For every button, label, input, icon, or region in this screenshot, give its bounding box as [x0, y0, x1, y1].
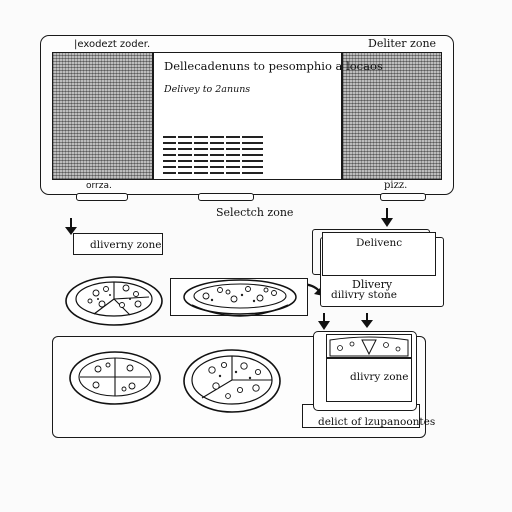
pizza-box-caption: delict of lzupanoontes	[318, 416, 436, 428]
right-speaker-grille	[342, 52, 442, 180]
panel-foot-right	[380, 193, 426, 201]
arrow-down-icon	[361, 313, 373, 328]
left-speaker-grille	[52, 52, 153, 180]
delivery-zone-label: dliverny zone	[90, 239, 162, 251]
panel-bottom-right-label: pizz.	[384, 180, 408, 191]
panel-top-left-label: |exodezt zoder.	[74, 39, 151, 50]
delivery-card-window	[322, 232, 436, 276]
panel-bottom-left-label: orrza.	[86, 181, 112, 191]
pizza-icon[interactable]	[182, 348, 282, 414]
select-zone-label: Selectch zone	[216, 206, 294, 219]
screen-heading: Dellecadenuns to pesomphio a locaos	[164, 59, 383, 73]
arrow-down-icon	[318, 313, 330, 330]
screen-subheading: Delivey to 2anuns	[164, 84, 251, 95]
delivery-card-title: Delivenc	[356, 237, 403, 249]
delivery-card-line1: Dlivery	[352, 278, 393, 291]
pizza-icon[interactable]	[182, 279, 298, 327]
arrow-down-icon	[381, 208, 393, 227]
pizza-slice-icon	[329, 336, 409, 357]
display-screen	[153, 52, 342, 180]
delivery-zone-box[interactable]	[73, 233, 163, 255]
delivery-card-line2: dilivry stone	[331, 289, 397, 301]
pizza-box-label: dlivry zone	[350, 371, 409, 383]
panel-foot-center	[198, 193, 254, 201]
pizza-icon[interactable]	[64, 275, 164, 327]
barcode-icon	[163, 136, 263, 176]
panel-top-right-label: Deliter zone	[368, 37, 437, 50]
pizza-box-inner	[326, 358, 412, 402]
arrow-down-icon	[65, 218, 77, 235]
panel-foot-left	[76, 193, 128, 201]
pizza-icon[interactable]	[68, 350, 162, 406]
